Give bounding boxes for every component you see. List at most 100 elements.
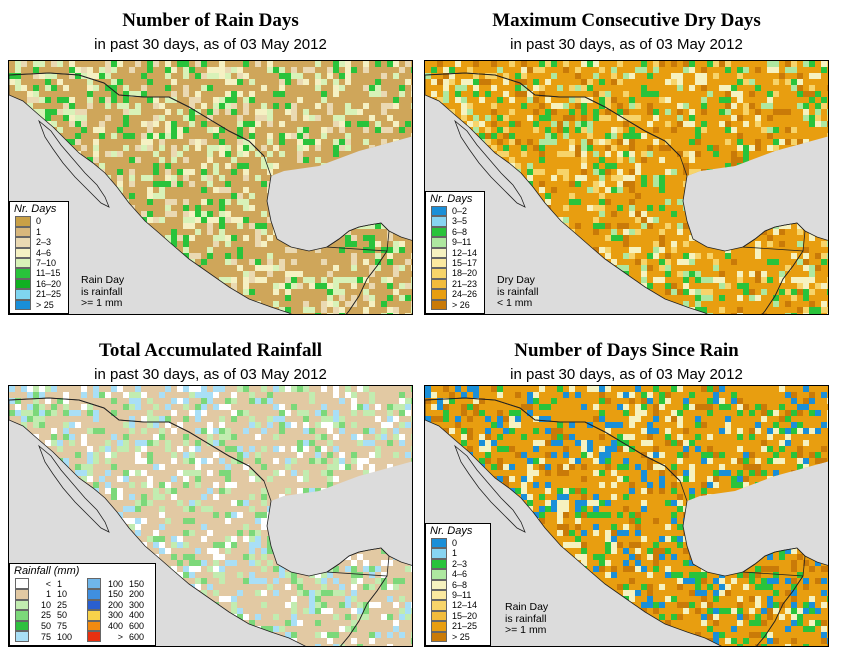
legend-label: 1 xyxy=(36,226,42,237)
legend-label: 11–15 xyxy=(36,268,61,279)
us-border xyxy=(425,72,681,157)
panel-subtitle: in past 30 days, as of 03 May 2012 xyxy=(94,36,327,53)
legend-swatch xyxy=(15,289,31,300)
legend-label: 0 xyxy=(452,538,458,549)
legend-item: >600 xyxy=(87,631,151,642)
legend-swatch xyxy=(431,631,447,642)
legend-label: 15–20 xyxy=(452,610,478,621)
legend-label: 4–6 xyxy=(36,247,52,258)
note-line: is rainfall xyxy=(497,285,539,298)
legend-range-high: 75 xyxy=(57,620,68,631)
legend-label: 6–8 xyxy=(452,579,468,590)
legend-item: 1 xyxy=(10,226,68,238)
legend-swatch xyxy=(15,226,31,238)
legend-swatch xyxy=(15,247,31,259)
panel-title: Number of Days Since Rain xyxy=(514,340,739,361)
legend-swatch xyxy=(431,569,447,580)
legend: Nr. Days 0–2 3–5 6–8 9–11 12–14 15–17 18–20 21–2… xyxy=(425,190,485,314)
legend-label: > 25 xyxy=(452,631,470,642)
legend-note: Rain Day is rainfall >= 1 mm xyxy=(505,601,548,637)
legend-item: 0–2 xyxy=(426,206,484,217)
legend-range-low: 200 xyxy=(107,599,123,610)
legend-swatch xyxy=(15,258,31,269)
legend-swatch xyxy=(431,600,447,611)
legend-swatch xyxy=(15,599,29,611)
legend-label: 16–20 xyxy=(36,278,62,289)
mexico-map xyxy=(425,61,828,314)
legend-label: > 25 xyxy=(36,299,54,310)
legend-range-low: 300 xyxy=(107,610,123,621)
legend-label: 15–17 xyxy=(452,258,478,269)
legend-item: 4–6 xyxy=(426,569,490,580)
legend-label: 18–20 xyxy=(452,268,478,279)
baja-outline xyxy=(38,444,110,533)
legend-label: 2–3 xyxy=(36,237,52,248)
legend-item: 24–26 xyxy=(426,289,484,300)
legend-range-high: 600 xyxy=(129,631,145,642)
legend-label: 0 xyxy=(36,216,42,227)
legend-item: 0 xyxy=(426,538,490,549)
legend-item: 15–20 xyxy=(426,610,490,622)
legend-swatch xyxy=(15,589,29,600)
legend-range-high: 100 xyxy=(57,631,73,642)
legend-item: 100 150 xyxy=(87,578,151,590)
legend-label: 21–25 xyxy=(36,289,62,300)
legend-range-high: 600 xyxy=(129,620,145,631)
legend-swatch xyxy=(431,299,447,310)
legend-item: 12–14 xyxy=(426,247,484,259)
legend-item: 9–11 xyxy=(426,590,490,601)
legend-swatch xyxy=(431,621,447,632)
legend-label: 1 xyxy=(452,548,458,559)
legend-label: 24–26 xyxy=(452,289,478,300)
legend-item: 0 xyxy=(10,216,68,227)
legend-swatch xyxy=(15,610,29,621)
legend-swatch xyxy=(431,278,447,290)
legend-item: > 25 xyxy=(426,631,490,642)
legend-label: 21–25 xyxy=(452,621,478,632)
legend-range-low: < xyxy=(45,578,51,589)
legend-note: Dry Day is rainfall < 1 mm xyxy=(497,274,539,310)
legend-swatch xyxy=(431,268,447,279)
legend-label: 0–2 xyxy=(452,206,468,217)
legend-swatch xyxy=(15,578,29,590)
legend-range-low: 100 xyxy=(107,578,123,589)
legend-range-high: 50 xyxy=(57,610,68,621)
legend-title: Nr. Days xyxy=(14,203,57,216)
legend-item: 12–14 xyxy=(426,600,490,611)
legend-item: 4–6 xyxy=(10,247,68,259)
panel-title: Maximum Consecutive Dry Days xyxy=(492,10,761,31)
note-line: is rainfall xyxy=(505,612,547,625)
yucatan-outline xyxy=(325,547,412,646)
legend-swatch xyxy=(431,548,447,559)
mexico-map xyxy=(9,61,412,314)
legend-swatch xyxy=(87,631,101,642)
legend-range-high: 300 xyxy=(129,599,145,610)
legend-item: 15–17 xyxy=(426,258,484,269)
legend-label: 6–8 xyxy=(452,226,468,237)
us-border xyxy=(425,397,681,482)
legend-item: 11–15 xyxy=(10,268,68,279)
legend-swatch xyxy=(87,589,101,600)
legend-swatch xyxy=(15,268,31,279)
panel-title: Total Accumulated Rainfall xyxy=(98,340,323,361)
legend-swatch xyxy=(15,278,31,290)
legend-label: 3–5 xyxy=(452,216,468,227)
legend-swatch xyxy=(15,631,29,642)
baja-outline xyxy=(454,119,526,208)
legend-label: > 26 xyxy=(452,299,470,310)
legend-swatch xyxy=(431,247,447,259)
legend-swatch xyxy=(431,558,447,570)
legend-item: 21–25 xyxy=(10,289,68,300)
legend-label: 21–23 xyxy=(452,278,478,289)
legend-swatch xyxy=(431,590,447,601)
yucatan-outline xyxy=(741,222,828,314)
legend-item: 2–3 xyxy=(426,558,490,570)
legend-item: 7–10 xyxy=(10,258,68,269)
legend-range-low: 400 xyxy=(107,620,123,631)
legend-swatch xyxy=(431,216,447,227)
legend-title: Nr. Days xyxy=(430,524,473,537)
legend-label: 9–11 xyxy=(452,590,472,601)
legend-swatch xyxy=(431,226,447,238)
baja-outline xyxy=(38,119,110,208)
legend-label: 7–10 xyxy=(36,258,57,269)
